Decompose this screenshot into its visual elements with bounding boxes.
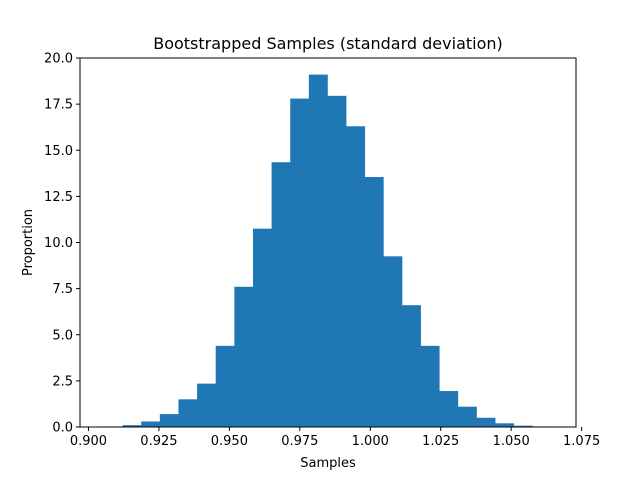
y-tick-label: 2.5 bbox=[52, 374, 73, 389]
y-axis: 0.0 2.5 5.0 7.5 10.0 12.5 15.0 17.5 20.0 bbox=[44, 52, 80, 436]
histogram-bar bbox=[364, 177, 384, 427]
y-tick-label: 0.0 bbox=[52, 421, 73, 436]
histogram-bar bbox=[178, 399, 198, 427]
histogram-bar bbox=[159, 414, 179, 427]
histogram-bar bbox=[439, 391, 459, 427]
y-tick-label: 15.0 bbox=[44, 144, 73, 159]
x-tick-label: 0.925 bbox=[140, 434, 177, 449]
histogram-bar bbox=[513, 425, 533, 427]
x-tick-label: 0.900 bbox=[70, 434, 107, 449]
histogram-bar bbox=[308, 74, 328, 427]
x-tick-label: 1.000 bbox=[352, 434, 389, 449]
y-tick-label: 17.5 bbox=[44, 98, 73, 113]
histogram-bar bbox=[402, 305, 421, 427]
histogram-bar bbox=[215, 345, 235, 427]
histogram-bar bbox=[327, 95, 347, 427]
x-axis-label: Samples bbox=[300, 456, 356, 471]
x-tick-label: 1.050 bbox=[493, 434, 530, 449]
bars-group bbox=[103, 74, 552, 428]
histogram-bar bbox=[346, 126, 366, 427]
y-tick-label: 20.0 bbox=[44, 52, 73, 67]
histogram-bar bbox=[457, 406, 477, 427]
histogram-bar bbox=[271, 162, 291, 428]
y-tick-label: 7.5 bbox=[52, 282, 73, 297]
x-tick-label: 1.025 bbox=[422, 434, 459, 449]
x-tick-label: 0.950 bbox=[211, 434, 248, 449]
y-tick-label: 5.0 bbox=[52, 328, 73, 343]
x-tick-label: 1.075 bbox=[563, 434, 600, 449]
y-axis-label: Proportion bbox=[21, 209, 36, 276]
histogram-bar bbox=[197, 383, 217, 427]
histogram-bar bbox=[252, 228, 272, 427]
chart-title: Bootstrapped Samples (standard deviation… bbox=[153, 34, 503, 53]
histogram-bar bbox=[476, 417, 496, 427]
y-tick-label: 10.0 bbox=[44, 236, 73, 251]
y-tick-label: 12.5 bbox=[44, 190, 73, 205]
histogram-bar bbox=[122, 425, 142, 427]
histogram-bar bbox=[234, 286, 254, 427]
histogram-bar bbox=[420, 345, 440, 427]
histogram-bar bbox=[495, 423, 515, 427]
histogram-bar bbox=[141, 421, 161, 427]
x-tick-label: 0.975 bbox=[281, 434, 318, 449]
histogram-bar bbox=[290, 98, 310, 427]
histogram-bar bbox=[383, 256, 403, 427]
x-axis: 0.900 0.925 0.950 0.975 1.000 1.025 1.050 1.075 bbox=[70, 427, 600, 449]
